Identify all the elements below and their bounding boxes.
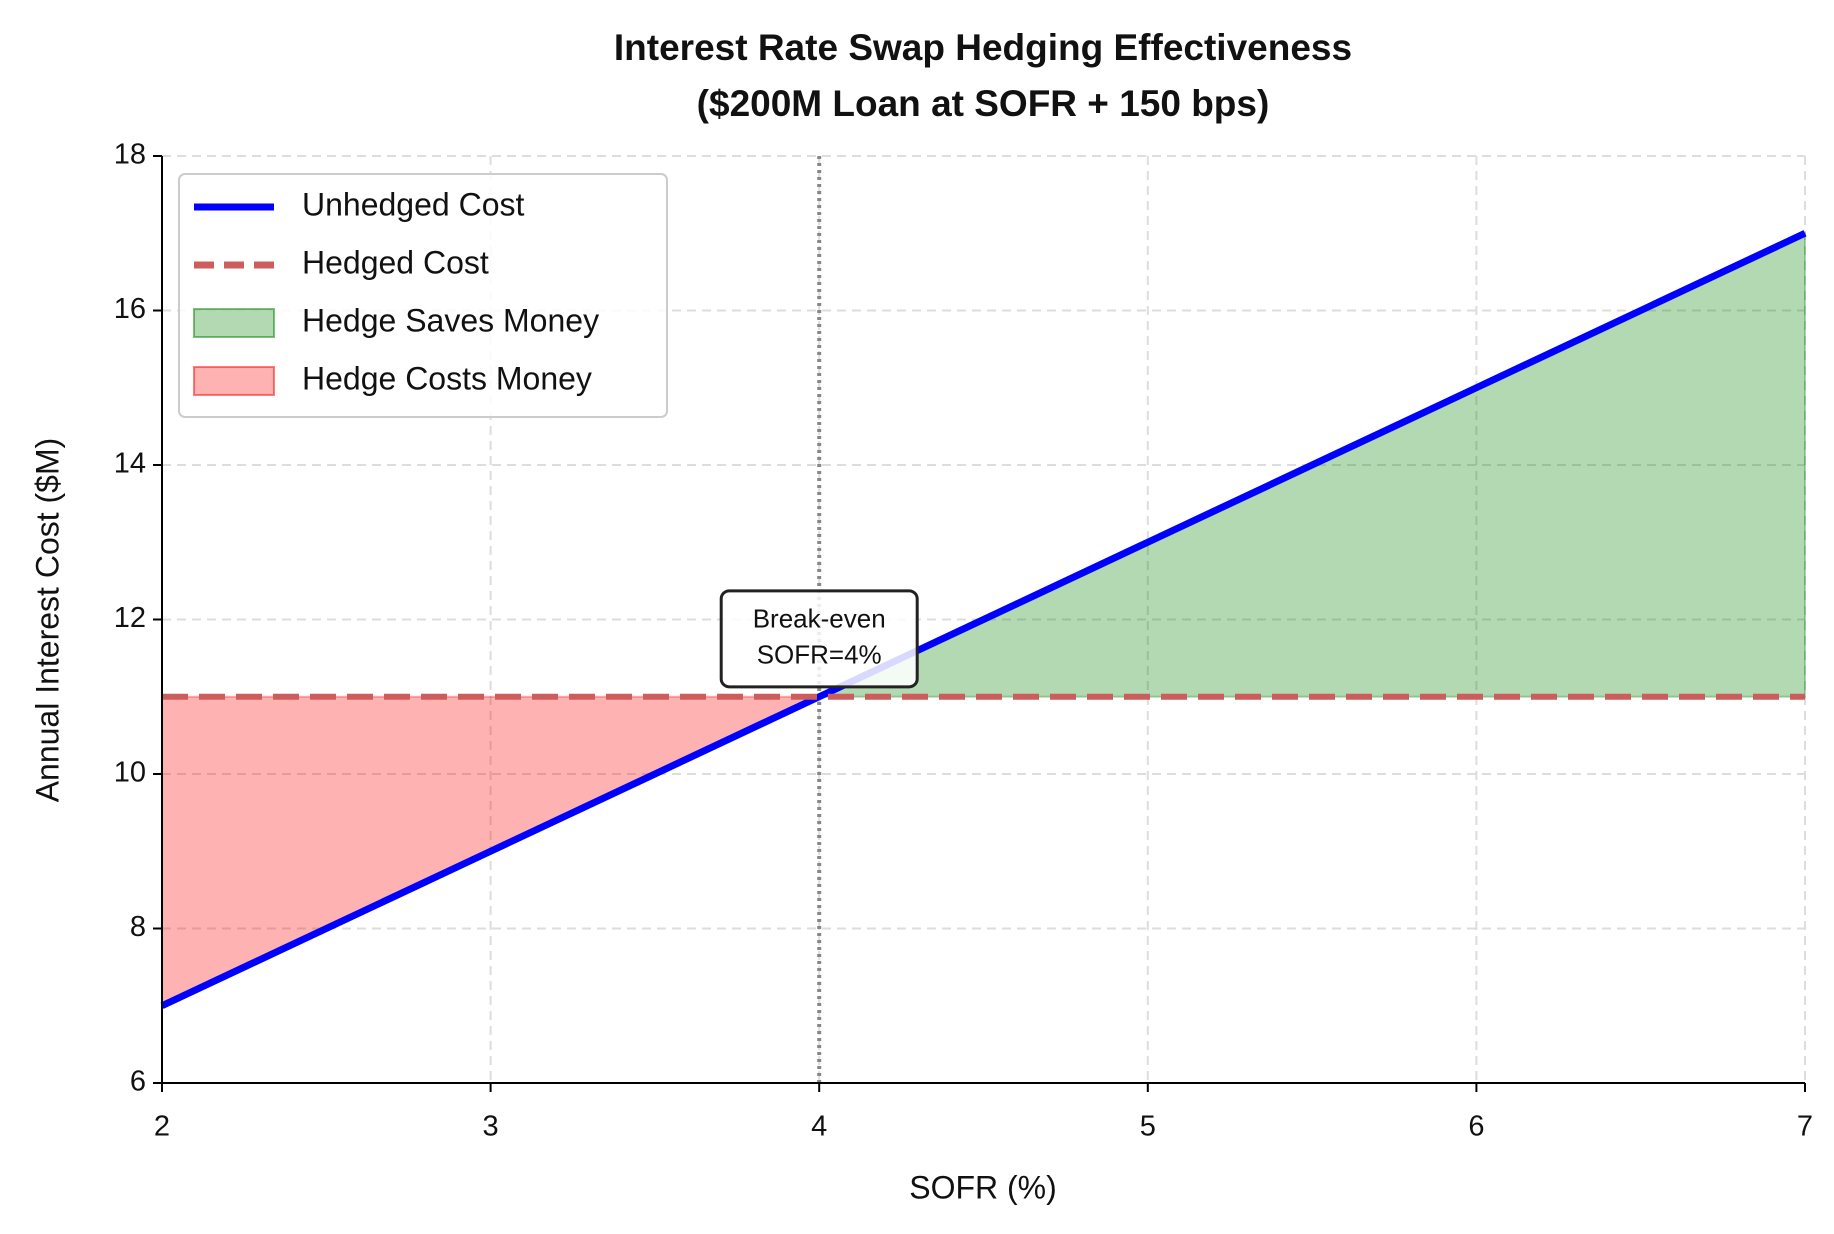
annotation-box [719,589,919,689]
y-tick-label: 16 [114,293,146,325]
x-tick-label: 7 [1797,1111,1813,1143]
y-tick-label: 8 [130,911,146,943]
y-tick-label: 12 [114,602,146,634]
x-tick-label: 3 [483,1111,499,1143]
y-axis-label: Annual Interest Cost ($M) [29,438,65,803]
y-tick-label: 18 [114,139,146,171]
legend-box [178,173,668,418]
chart-title: Interest Rate Swap Hedging Effectiveness [614,27,1352,68]
x-tick-label: 6 [1468,1111,1484,1143]
legend: Unhedged Cost Hedged Cost Hedge Saves Mone… [178,173,668,418]
series-line [160,230,1807,1009]
x-axis-label: SOFR (%) [909,1169,1057,1205]
legend-label: Hedged Cost [302,244,489,280]
x-tick-label: 4 [811,1111,827,1143]
legend-label: Unhedged Cost [302,186,524,222]
y-tick-label: 10 [114,757,146,789]
x-tick-label: 2 [154,1111,170,1143]
legend-swatch [193,308,275,338]
legend-swatch [193,366,275,396]
annotation-text: SOFR=4% [757,640,882,670]
annotation-text: Break-even [753,604,886,634]
legend-label: Hedge Costs Money [302,360,592,396]
y-tick-label: 14 [114,448,146,480]
chart-subtitle: ($200M Loan at SOFR + 150 bps) [697,83,1270,124]
x-tick-label: 5 [1140,1111,1156,1143]
y-tick-label: 6 [130,1066,146,1098]
legend-label: Hedge Saves Money [302,302,599,338]
